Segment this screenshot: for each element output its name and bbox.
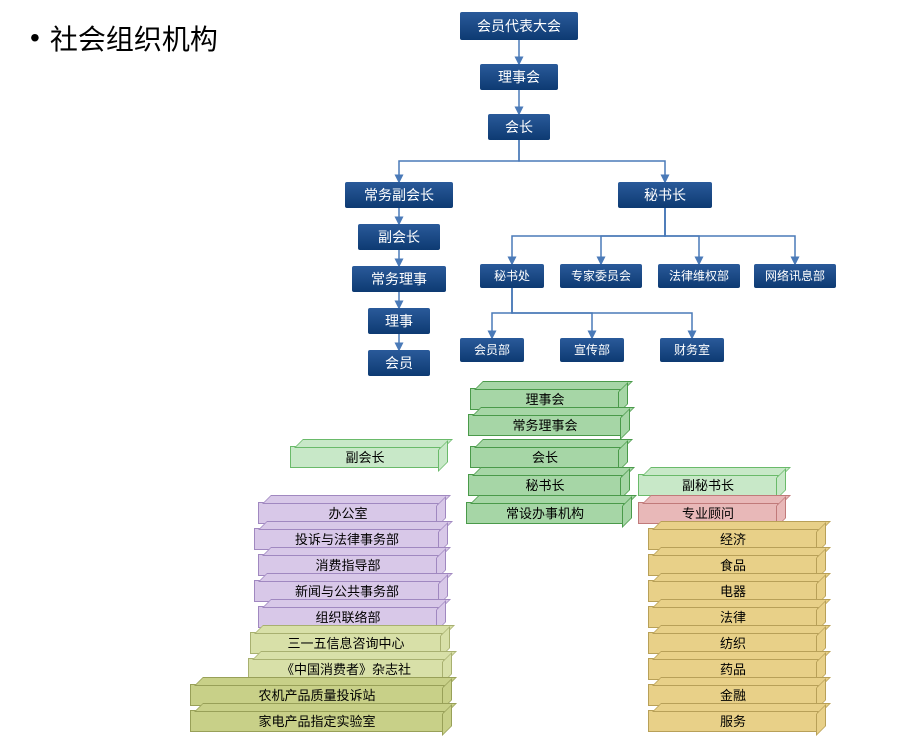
block-side-right-top: 副秘书长 (638, 474, 778, 496)
page-title: 社会组织机构 (50, 18, 218, 58)
org-node-left4: 理事 (368, 308, 430, 334)
org-node-r2b: 专家委员会 (560, 264, 642, 288)
org-node-r2c: 法律维权部 (658, 264, 740, 288)
block-center-1: 常务理事会 (468, 414, 622, 436)
org-node-left1: 常务副会长 (345, 182, 453, 208)
block-left-8: 家电产品指定实验室 (190, 710, 444, 732)
lower-chart: 理事会常务理事会会长秘书长常设办事机构副会长副秘书长专业顾问办公室投诉与法律事务… (190, 388, 830, 688)
block-center-4: 常设办事机构 (466, 502, 624, 524)
org-node-right1: 秘书长 (618, 182, 712, 208)
org-node-root: 会员代表大会 (460, 12, 578, 40)
org-node-left5: 会员 (368, 350, 430, 376)
org-node-r3a: 会员部 (460, 338, 524, 362)
org-node-left3: 常务理事 (352, 266, 446, 292)
org-node-r2d: 网络讯息部 (754, 264, 836, 288)
block-center-2: 会长 (470, 446, 620, 468)
org-node-r2a: 秘书处 (480, 264, 544, 288)
org-node-n2: 会长 (488, 114, 550, 140)
org-node-left2: 副会长 (358, 224, 440, 250)
bullet-icon: • (30, 24, 40, 52)
org-chart: 会员代表大会理事会会长常务副会长副会长常务理事理事会员 秘书长秘书处专家委员会法律… (330, 12, 910, 392)
org-node-r3b: 宣传部 (560, 338, 624, 362)
block-center-3: 秘书长 (468, 474, 622, 496)
org-node-r3c: 财务室 (660, 338, 724, 362)
org-node-n1: 理事会 (480, 64, 558, 90)
page-title-row: • 社会组织机构 (30, 18, 218, 58)
block-side-left-top: 副会长 (290, 446, 440, 468)
block-right-7: 服务 (648, 710, 818, 732)
